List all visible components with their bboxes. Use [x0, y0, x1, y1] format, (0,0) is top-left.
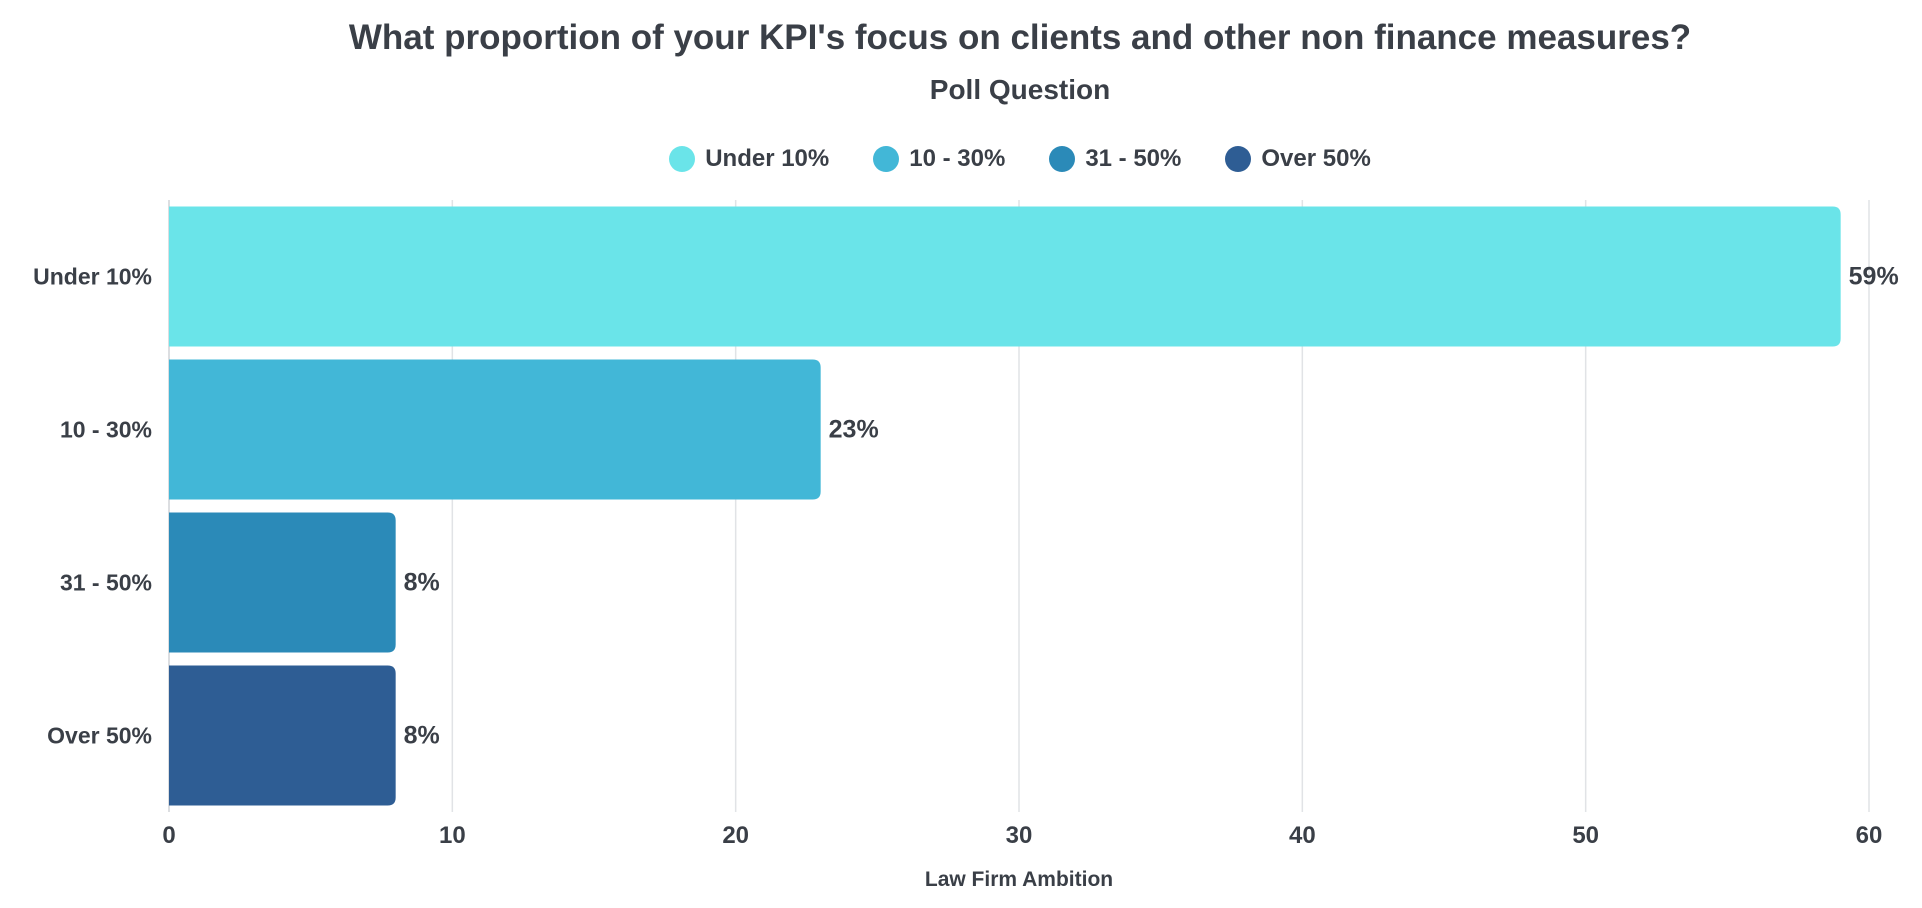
legend-label: Under 10%: [705, 145, 830, 172]
bar-data-label: 8%: [404, 569, 440, 597]
legend-swatch-icon: [1225, 146, 1252, 172]
legend-label: 10 - 30%: [909, 145, 1006, 172]
labels: 0 10 20 30 40 50 60 Under 10% 59% 10 - 30% 23% 31 -…: [33, 263, 1899, 850]
x-tick-label: 60: [1856, 822, 1883, 849]
legend-swatch-icon: [1049, 146, 1076, 172]
bar-4[interactable]: [169, 665, 396, 806]
chart-subtitle: Poll Question: [929, 74, 1111, 105]
x-tick-label: 40: [1289, 822, 1316, 849]
legend-item-31-50[interactable]: 31 - 50%: [1049, 145, 1181, 173]
legend-item-under-10[interactable]: Under 10%: [669, 145, 829, 173]
legend-swatch-icon: [873, 146, 900, 172]
legend-item-10-30[interactable]: 10 - 30%: [873, 145, 1005, 173]
x-axis-title: Law Firm Ambition: [925, 868, 1113, 891]
x-tick-label: 0: [162, 822, 175, 849]
x-tick-label: 30: [1006, 822, 1033, 849]
x-tick-label: 10: [439, 822, 466, 849]
bar-2[interactable]: [169, 359, 821, 500]
legend-label: Over 50%: [1261, 145, 1371, 172]
y-category-label: 10 - 30%: [60, 417, 152, 443]
bar-3[interactable]: [169, 512, 396, 653]
x-tick-label: 50: [1572, 822, 1599, 849]
y-category-label: 31 - 50%: [60, 570, 152, 596]
legend-item-over-50[interactable]: Over 50%: [1225, 145, 1371, 173]
legend-swatch-icon: [669, 146, 696, 172]
bar-data-label: 23%: [829, 416, 879, 444]
x-tick-label: 20: [722, 822, 749, 849]
bar-data-label: 59%: [1849, 263, 1899, 291]
bar-data-label: 8%: [404, 722, 440, 750]
y-category-label: Over 50%: [47, 723, 152, 749]
chart-title: What proportion of your KPI's focus on c…: [348, 18, 1692, 57]
legend-label: 31 - 50%: [1085, 145, 1182, 172]
bar-1[interactable]: [169, 206, 1841, 347]
y-category-label: Under 10%: [33, 264, 152, 290]
chart-legend: Under 10% 10 - 30% 31 - 50% Over 50%: [0, 145, 1922, 173]
bars: [169, 206, 1841, 806]
